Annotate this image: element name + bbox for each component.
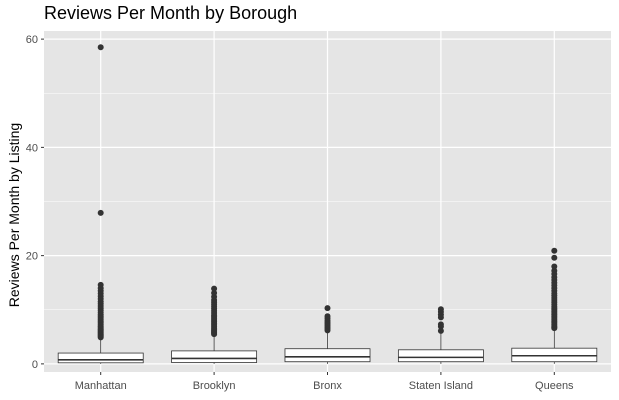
- outlier-point: [324, 313, 331, 320]
- x-tick-label: Manhattan: [75, 380, 127, 392]
- outlier-point: [324, 305, 331, 312]
- box-group: [511, 247, 598, 364]
- y-tick-label: 60: [26, 34, 38, 46]
- outlier-point: [437, 306, 444, 313]
- box-group: [171, 285, 258, 364]
- outlier-point: [551, 254, 558, 261]
- chart-title: Reviews Per Month by Borough: [44, 3, 298, 23]
- x-tick-label: Queens: [535, 380, 574, 392]
- box: [171, 350, 258, 363]
- box: [284, 348, 371, 363]
- outlier-point: [211, 289, 218, 296]
- boxes: [57, 44, 598, 364]
- box-group: [57, 44, 144, 364]
- box: [511, 347, 598, 363]
- y-tick-label: 0: [32, 359, 38, 371]
- outlier-point: [437, 321, 444, 328]
- y-tick-label: 20: [26, 251, 38, 263]
- x-tick-label: Brooklyn: [193, 380, 236, 392]
- outlier-point: [551, 267, 558, 274]
- axes: 0 20 40 60 Manhattan Brooklyn Bronx Staten Isla…: [26, 34, 574, 392]
- outlier-point: [97, 281, 104, 288]
- outlier-point: [97, 44, 104, 51]
- outlier-point: [211, 285, 218, 292]
- outlier-point: [437, 327, 444, 334]
- box-group: [284, 305, 371, 364]
- outlier-point: [551, 247, 558, 254]
- x-tick-label: Bronx: [313, 380, 342, 392]
- y-tick-label: 40: [26, 142, 38, 154]
- box: [57, 352, 144, 364]
- outlier-point: [97, 209, 104, 216]
- outlier-point: [551, 263, 558, 270]
- box: [397, 349, 484, 363]
- x-tick-label: Staten Island: [409, 380, 473, 392]
- box-group: [397, 306, 484, 364]
